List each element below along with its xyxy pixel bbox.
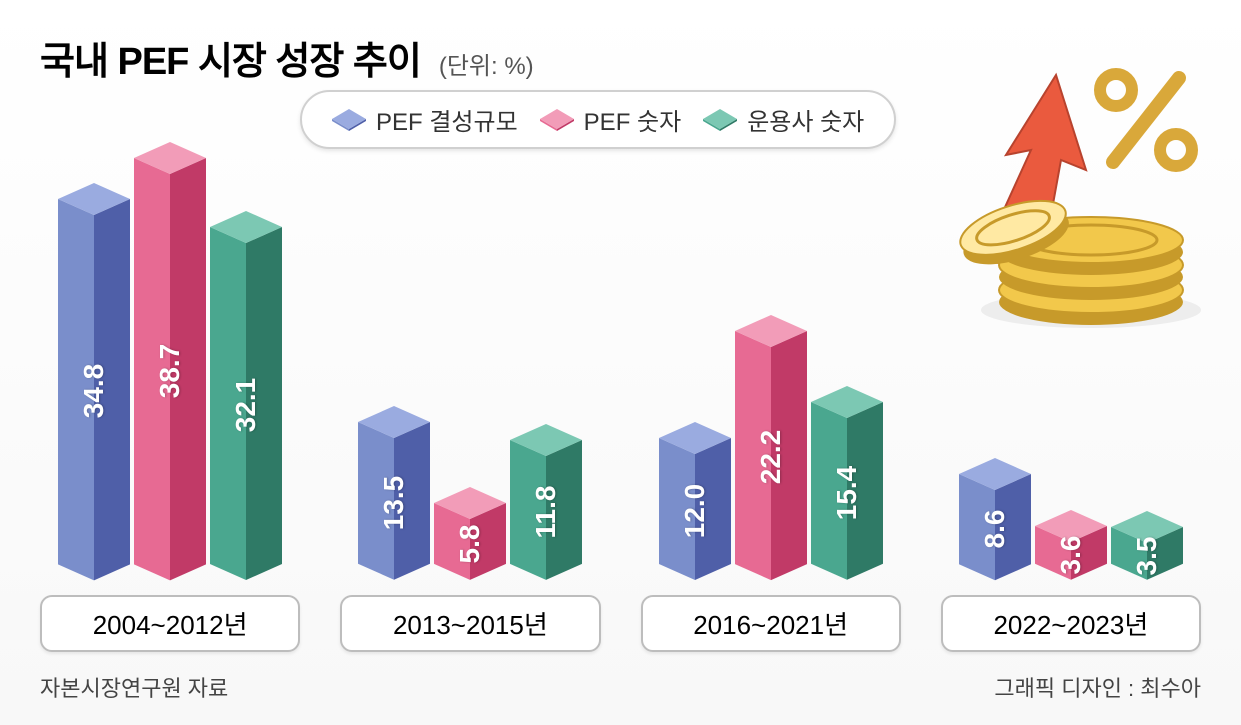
chart-area: 34.8 38.7 32.1 13.5 5.8 11.8 12.0 22.2 1… [40, 150, 1201, 580]
bar-value-label: 15.4 [831, 466, 863, 521]
bar-value-label: 8.6 [979, 509, 1011, 548]
bar-value-label: 5.8 [454, 524, 486, 563]
bar-value-label: 13.5 [378, 476, 410, 531]
legend-item: PEF 숫자 [540, 102, 682, 137]
legend-item: PEF 결성규모 [332, 102, 518, 137]
bar-value-label: 3.6 [1055, 536, 1087, 575]
x-axis: 2004~2012년 2013~2015년 2016~2021년 2022~2023년 [40, 595, 1201, 652]
credit-label: 그래픽 디자인 : 최수아 [994, 671, 1201, 703]
chart-unit: (단위: %) [439, 46, 534, 81]
bar-value-label: 11.8 [530, 486, 562, 539]
bar: 34.8 [58, 183, 130, 580]
bar-value-label: 12.0 [679, 484, 711, 539]
bar-group: 13.5 5.8 11.8 [340, 150, 600, 580]
bar: 22.2 [735, 315, 807, 580]
x-axis-label: 2013~2015년 [340, 595, 600, 652]
x-axis-label: 2016~2021년 [641, 595, 901, 652]
bar-value-label: 34.8 [78, 364, 110, 419]
header-row: 국내 PEF 시장 성장 추이 (단위: %) [40, 30, 1201, 85]
legend-swatch-icon [703, 109, 737, 131]
bar-value-label: 38.7 [154, 344, 186, 399]
bar: 13.5 [358, 406, 430, 580]
x-axis-label: 2022~2023년 [941, 595, 1201, 652]
footer-row: 자본시장연구원 자료 그래픽 디자인 : 최수아 [40, 671, 1201, 703]
chart-container: 국내 PEF 시장 성장 추이 (단위: %) PEF 결성규모 PEF 숫자 … [0, 0, 1241, 725]
chart-title: 국내 PEF 시장 성장 추이 [40, 30, 421, 85]
bar: 11.8 [510, 424, 582, 580]
bar: 12.0 [659, 422, 731, 580]
bar-group: 8.6 3.6 3.5 [941, 150, 1201, 580]
legend: PEF 결성규모 PEF 숫자 운용사 숫자 [300, 90, 896, 149]
bar: 15.4 [811, 386, 883, 580]
bar-group: 34.8 38.7 32.1 [40, 150, 300, 580]
legend-label: 운용사 숫자 [747, 102, 864, 137]
x-axis-label: 2004~2012년 [40, 595, 300, 652]
bar: 3.6 [1035, 510, 1107, 580]
bar-value-label: 32.1 [230, 378, 262, 433]
bar-value-label: 22.2 [755, 430, 787, 485]
bar-value-label: 3.5 [1131, 536, 1163, 575]
bar: 38.7 [134, 142, 206, 580]
legend-swatch-icon [332, 109, 366, 131]
legend-item: 운용사 숫자 [703, 102, 864, 137]
bar: 5.8 [434, 487, 506, 580]
source-label: 자본시장연구원 자료 [40, 671, 228, 703]
bar: 8.6 [959, 458, 1031, 580]
legend-swatch-icon [540, 109, 574, 131]
bar: 32.1 [210, 211, 282, 580]
legend-label: PEF 결성규모 [376, 102, 518, 137]
legend-label: PEF 숫자 [584, 102, 682, 137]
bar: 3.5 [1111, 511, 1183, 580]
bar-group: 12.0 22.2 15.4 [641, 150, 901, 580]
